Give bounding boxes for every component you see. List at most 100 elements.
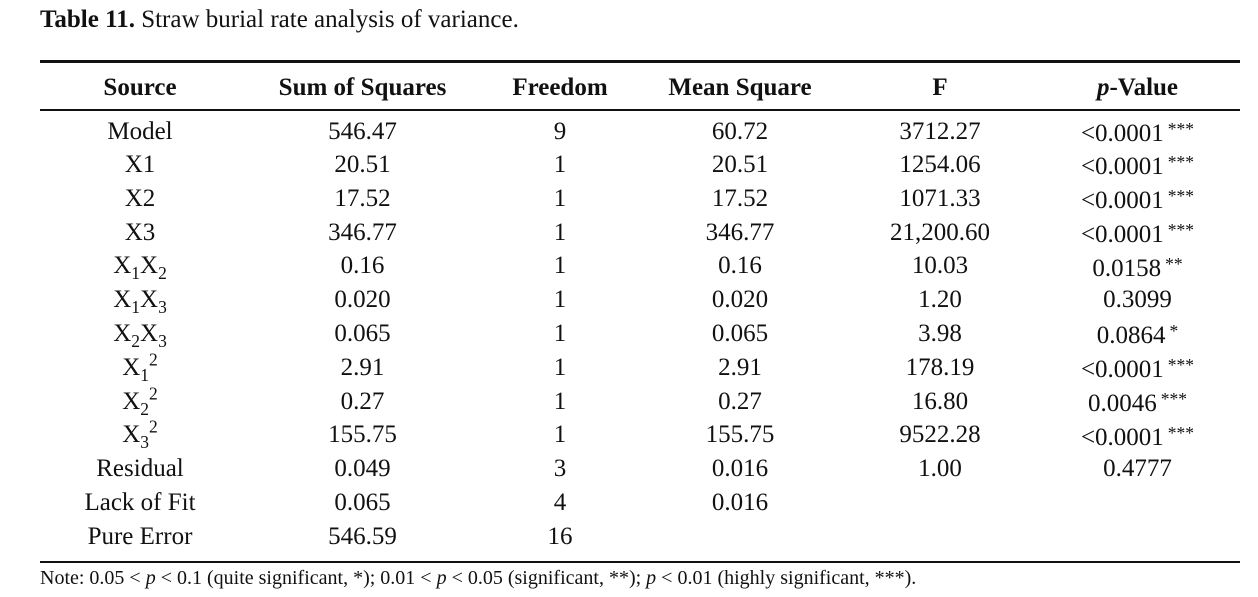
cell-f: 3.98 [918,320,962,347]
cell-sum-of-squares: 20.51 [334,151,391,179]
cell-mean-square: 346.77 [705,218,775,246]
header-p-value: p-Value [1035,68,1240,107]
header-p-suffix: -Value [1109,73,1179,101]
header-row: Source Sum of Squares Freedom Mean Squar… [40,68,1240,107]
cell-sum-of-squares: 2.91 [340,353,385,381]
header-sum-of-squares: Sum of Squares [278,73,447,101]
cell-f [845,520,1035,554]
cell-freedom: 3 [553,455,567,483]
cell-sum-of-squares: 0.16 [340,252,385,280]
cell-freedom: 1 [553,353,567,381]
cell-p-value: <0.0001 *** [1035,351,1240,385]
significance-stars: *** [1167,119,1195,139]
cell-source: Model [107,117,173,145]
note-segment: < 0.01 (highly significant, ***). [656,567,917,589]
significance-stars: *** [1160,389,1187,410]
cell-mean-square: 0.16 [718,252,762,280]
cell-f: 21,200.60 [890,218,990,246]
cell-source: X1 [124,151,156,179]
p-value: 0.4777 [1103,455,1172,483]
note-segment: Note: 0.05 < [40,567,146,589]
note-segment: p [646,567,657,589]
cell-p-value: 0.0158 ** [1035,250,1240,284]
cell-mean-square: 0.016 [711,488,769,516]
cell-sum-of-squares: 0.27 [340,387,385,415]
p-value: <0.0001 [1080,356,1164,384]
note-segment: < 0.05 (significant, **); [446,567,647,589]
cell-freedom: 1 [553,151,567,179]
anova-table: Source Sum of Squares Freedom Mean Squar… [40,68,1240,554]
cell-source: X2X3 [113,320,167,352]
bottom-rule [40,561,1240,563]
table-row: X3 346.77 1 346.77 21,200.60 <0.0001 *** [40,216,1240,250]
p-value: 0.0046 [1088,390,1157,418]
cell-sum-of-squares: 0.065 [334,320,391,347]
cell-p-value: <0.0001 *** [1035,182,1240,216]
cell-freedom: 1 [553,184,567,212]
note-segment: p [145,567,156,589]
significance-stars: *** [1167,186,1195,207]
table-row: X2X3 0.065 1 0.065 3.98 0.0864 * [40,317,1240,351]
table-row: X32 155.75 1 155.75 9522.28 <0.0001 *** [40,417,1240,453]
cell-freedom: 4 [553,488,567,516]
cell-sum-of-squares: 0.020 [334,286,391,314]
cell-f [845,486,1035,520]
table-row: X1X3 0.020 1 0.020 1.20 0.3099 [40,283,1240,317]
significance-stars: *** [1167,220,1195,241]
cell-source: Residual [96,455,184,483]
cell-freedom: 1 [553,387,567,415]
note-segment: p [436,567,447,589]
cell-p-value [1035,486,1240,520]
table-row: X1X2 0.16 1 0.16 10.03 0.0158 ** [40,250,1240,284]
caption-label: Table 11. [40,6,135,33]
cell-freedom: 1 [553,252,567,280]
table-row: Residual 0.049 3 0.016 1.00 0.4777 [40,452,1240,486]
cell-mean-square: 17.52 [711,184,769,212]
header-source: Source [103,73,177,101]
cell-p-value [1035,520,1240,554]
header-f: F [932,73,948,101]
p-value: <0.0001 [1080,187,1164,215]
cell-sum-of-squares: 346.77 [328,218,397,246]
p-value: 0.3099 [1103,286,1172,314]
table-row: X22 0.27 1 0.27 16.80 0.0046 *** [40,385,1240,419]
cell-source: Pure Error [87,522,193,550]
cell-p-value: <0.0001 *** [1035,148,1240,182]
cell-f: 1254.06 [899,151,981,179]
cell-mean-square: 2.91 [718,353,762,381]
cell-source: X3 [124,218,156,246]
cell-p-value: 0.0864 * [1035,317,1240,351]
cell-mean-square: 0.27 [718,387,762,415]
cell-sum-of-squares: 0.049 [334,455,391,483]
cell-mean-square: 20.51 [711,151,769,179]
cell-freedom: 9 [553,117,567,145]
note-segment: < 0.1 (quite significant, *); 0.01 < [155,567,437,589]
p-value: <0.0001 [1080,221,1164,249]
cell-sum-of-squares: 17.52 [334,184,391,212]
p-value: 0.0158 [1092,254,1162,282]
cell-sum-of-squares: 546.59 [328,522,397,550]
header-freedom: Freedom [512,73,608,101]
cell-source: X1X3 [113,286,167,318]
p-value: <0.0001 [1080,120,1164,148]
header-rule [40,109,1240,111]
header-mean-square: Mean Square [668,73,812,101]
table-row: X1 20.51 1 20.51 1254.06 <0.0001 *** [40,148,1240,182]
significance-stars: *** [1167,152,1195,173]
cell-source: X32 [122,417,158,453]
cell-source: Lack of Fit [84,488,196,516]
cell-f: 9522.28 [899,421,981,449]
cell-freedom: 1 [553,421,567,449]
cell-source: X2 [124,184,156,212]
p-value: 0.0864 [1096,322,1166,350]
significance-stars: ** [1165,253,1183,274]
cell-sum-of-squares: 546.47 [328,117,397,145]
cell-freedom: 1 [553,286,567,314]
cell-p-value: 0.0046 *** [1035,385,1240,419]
cell-sum-of-squares: 0.065 [334,488,391,516]
p-value: <0.0001 [1080,423,1164,451]
cell-source: X1X2 [113,252,167,284]
cell-p-value: 0.4777 [1035,452,1240,486]
cell-mean-square: 0.020 [711,286,769,314]
cell-f: 1.00 [918,455,962,483]
